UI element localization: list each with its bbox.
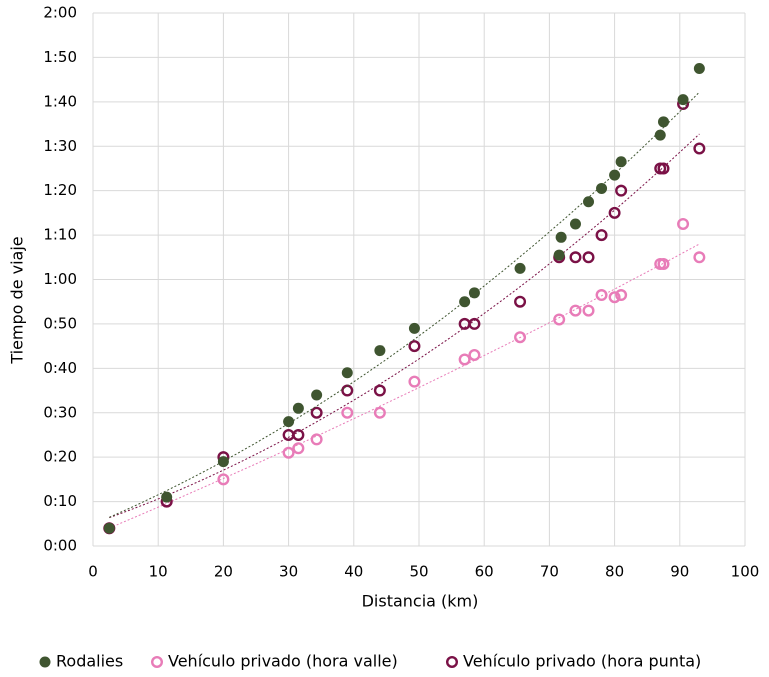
point <box>283 416 295 428</box>
point <box>341 384 354 397</box>
x-tick-label: 10 <box>149 563 168 581</box>
point <box>657 162 670 175</box>
point <box>514 262 526 274</box>
x-tick-label: 70 <box>540 563 559 581</box>
x-tick-label: 80 <box>605 563 624 581</box>
point <box>608 206 621 219</box>
point <box>408 322 420 334</box>
point <box>310 433 323 446</box>
point <box>693 63 705 75</box>
point <box>468 287 480 299</box>
y-tick-label: 1:20 <box>43 181 77 199</box>
point <box>468 317 481 330</box>
point <box>341 406 354 419</box>
point <box>555 231 567 243</box>
point <box>459 296 471 308</box>
point <box>292 442 305 455</box>
x-tick-label: 40 <box>344 563 363 581</box>
y-tick-label: 0:20 <box>43 448 77 466</box>
y-tick-label: 0:50 <box>43 314 77 332</box>
x-tick-label: 0 <box>88 563 98 581</box>
point <box>608 291 621 304</box>
point <box>341 367 353 379</box>
point <box>582 304 595 317</box>
point <box>615 156 627 168</box>
x-tick-label: 30 <box>279 563 298 581</box>
point <box>657 257 670 270</box>
point <box>693 251 706 264</box>
y-tick-label: 1:40 <box>43 92 77 110</box>
y-tick-label: 0:10 <box>43 492 77 510</box>
point <box>161 491 173 503</box>
y-tick-label: 0:40 <box>43 359 77 377</box>
y-tick-label: 1:50 <box>43 48 77 66</box>
y-tick-label: 0:30 <box>43 403 77 421</box>
point <box>615 184 628 197</box>
point <box>693 142 706 155</box>
x-tick-label: 20 <box>214 563 233 581</box>
point <box>595 229 608 242</box>
trend-line <box>109 243 700 529</box>
point <box>596 182 608 194</box>
point <box>292 402 304 414</box>
point <box>553 249 565 261</box>
point <box>677 217 690 230</box>
y-tick-label: 2:00 <box>43 4 77 22</box>
x-tick-label: 90 <box>670 563 689 581</box>
point <box>569 304 582 317</box>
point <box>217 456 229 468</box>
legend-label: Vehículo privado (hora valle) <box>168 652 398 671</box>
point <box>217 473 230 486</box>
legend-label: Rodalies <box>56 652 123 671</box>
point <box>103 522 115 534</box>
y-axis-title: Tiempo de viaje <box>8 236 27 364</box>
y-tick-label: 0:00 <box>43 537 77 555</box>
y-tick-label: 1:30 <box>43 137 77 155</box>
legend-label: Vehículo privado (hora punta) <box>463 652 701 671</box>
point <box>654 129 666 141</box>
point <box>514 295 527 308</box>
point <box>408 375 421 388</box>
point <box>374 345 386 357</box>
point <box>609 169 621 181</box>
point <box>292 428 305 441</box>
trend-line <box>109 91 700 518</box>
point <box>677 94 689 106</box>
point <box>468 349 481 362</box>
y-tick-label: 1:00 <box>43 270 77 288</box>
point <box>282 446 295 459</box>
point <box>311 389 323 401</box>
trend-line <box>109 133 700 519</box>
point <box>310 406 323 419</box>
point <box>569 218 581 230</box>
point <box>553 313 566 326</box>
legend-marker <box>39 656 51 668</box>
y-tick-label: 1:10 <box>43 226 77 244</box>
x-tick-label: 60 <box>475 563 494 581</box>
point <box>583 196 595 208</box>
point <box>615 289 628 302</box>
point <box>514 331 527 344</box>
point <box>373 384 386 397</box>
point <box>658 116 669 128</box>
point <box>582 251 595 264</box>
legend-marker <box>446 656 459 669</box>
x-tick-label: 50 <box>409 563 428 581</box>
point <box>569 251 582 264</box>
point <box>458 353 471 366</box>
x-tick-label: 100 <box>731 563 760 581</box>
point <box>408 340 421 353</box>
legend-marker <box>150 656 163 669</box>
x-axis-title: Distancia (km) <box>362 592 479 611</box>
point <box>373 406 386 419</box>
point <box>595 289 608 302</box>
